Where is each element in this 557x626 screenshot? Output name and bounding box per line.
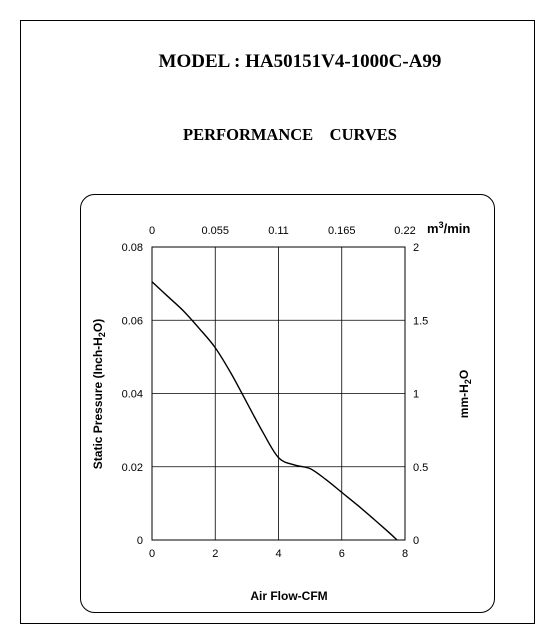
y2-tick-label: 1: [413, 389, 419, 401]
chart-series: [151, 281, 398, 541]
plot-area: [151, 246, 406, 541]
y-axis-title: Static Pressure (Inch-H2O): [91, 319, 107, 469]
pressure-curve-line: [151, 281, 398, 541]
chart-ticks: 0 2 4 6 80 0.055 0.11 0.165 0.2200.020.040.060.0…: [122, 225, 429, 560]
x-tick-label: 0: [149, 548, 155, 560]
y-tick-label: 0.02: [122, 462, 143, 474]
model-title: MODEL : HA50151V4-1000C-A99: [159, 51, 442, 72]
page-border: [20, 20, 535, 624]
y-tick-label: 0.04: [122, 389, 143, 401]
y-tick-label: 0.08: [122, 242, 143, 254]
chart-frame: [80, 194, 495, 613]
chart-grid: [152, 247, 405, 540]
x2-tick-label: 0.22: [394, 225, 415, 237]
x2-tick-label: 0.165: [328, 225, 356, 237]
y2-tick-label: 0.5: [413, 462, 428, 474]
x-tick-label: 2: [212, 548, 218, 560]
x2-tick-label: 0.11: [268, 225, 289, 237]
y-tick-label: 0: [137, 535, 143, 547]
y2-tick-label: 2: [413, 242, 419, 254]
y2-tick-label: 0: [413, 535, 419, 547]
x2-tick-label: 0: [149, 225, 155, 237]
x-axis-title: Air Flow-CFM: [250, 589, 327, 603]
x-tick-label: 6: [339, 548, 345, 560]
y2-tick-label: 1.5: [413, 315, 428, 327]
x2-tick-label: 0.055: [201, 225, 229, 237]
y-tick-label: 0.06: [122, 315, 143, 327]
x-tick-label: 8: [402, 548, 408, 560]
x-tick-label: 4: [275, 548, 281, 560]
y2-axis-title: mm-H2O: [457, 370, 473, 418]
performance-subtitle: PERFORMANCE CURVES: [183, 125, 397, 144]
x2-axis-unit: m3/min: [427, 220, 470, 236]
